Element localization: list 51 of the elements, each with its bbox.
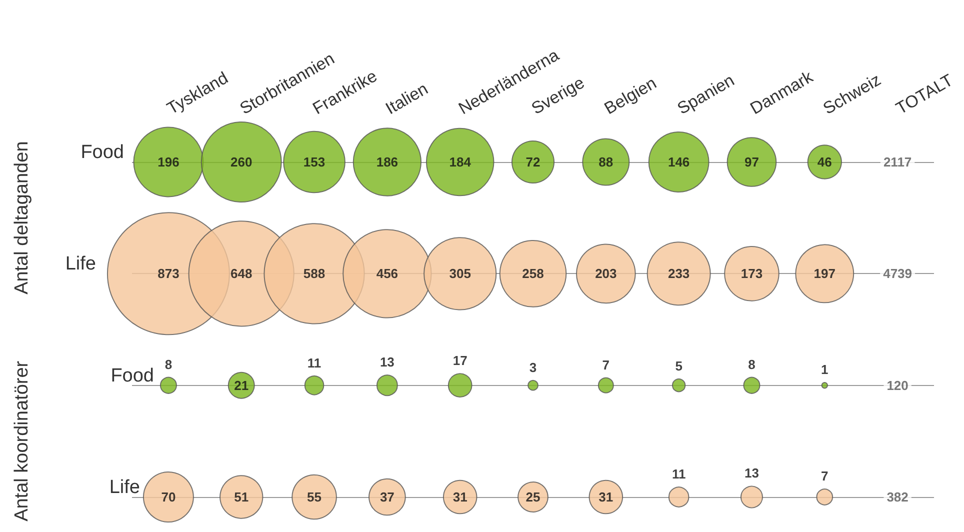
- text: 120: [886, 378, 908, 393]
- data-label: 588: [303, 266, 326, 282]
- data-label: 21: [234, 378, 249, 393]
- data-label: 70: [161, 490, 176, 504]
- data-label: 8: [748, 356, 756, 372]
- data-label: 203: [595, 266, 617, 282]
- data-label: 146: [668, 154, 690, 170]
- data-label: 13: [744, 466, 759, 481]
- data-label: 31: [452, 490, 468, 504]
- data-label: 196: [158, 154, 180, 170]
- data-label: 8: [164, 356, 172, 372]
- text: 382: [886, 490, 908, 504]
- series-label: Life: [109, 477, 140, 498]
- data-label: 873: [158, 266, 180, 282]
- data-label: 186: [376, 154, 398, 170]
- data-label: 37: [380, 490, 394, 504]
- text: Antal koordinatörer: [12, 360, 32, 522]
- data-label: 648: [230, 266, 252, 282]
- data-label: 51: [234, 490, 249, 504]
- text: Antal deltaganden: [12, 141, 32, 294]
- text: 2117: [883, 154, 912, 170]
- data-label: 173: [740, 266, 763, 282]
- data-label: 11: [307, 355, 322, 370]
- category-label: Italien: [382, 79, 432, 118]
- data-label: 97: [744, 154, 759, 170]
- legend-label: Food: [110, 365, 154, 386]
- data-label: 46: [817, 154, 832, 170]
- data-label: 55: [307, 490, 322, 504]
- data-label: 7: [821, 468, 828, 484]
- data-label: 72: [526, 154, 540, 170]
- data-label: 31: [598, 490, 614, 504]
- data-label: 17: [452, 353, 468, 368]
- data-label: 25: [526, 490, 540, 504]
- data-label: 153: [303, 154, 326, 170]
- data-label: 13: [380, 354, 394, 370]
- data-label: 233: [668, 266, 690, 282]
- data-label: 260: [230, 154, 252, 170]
- data-label: 5: [675, 358, 682, 374]
- data-label: 3: [529, 360, 537, 375]
- data-label: 305: [449, 266, 471, 282]
- data-label: 11: [672, 466, 686, 482]
- series-label: Food: [80, 142, 124, 163]
- data-label: 456: [376, 266, 398, 282]
- text: 4739: [883, 266, 912, 282]
- data-label: 197: [814, 266, 836, 282]
- data-label: 88: [598, 154, 614, 170]
- series-label: Life: [65, 254, 96, 275]
- data-label: 1: [821, 362, 828, 377]
- data-label: 184: [449, 154, 472, 170]
- data-label: 7: [602, 357, 610, 372]
- data-label: 258: [522, 266, 544, 282]
